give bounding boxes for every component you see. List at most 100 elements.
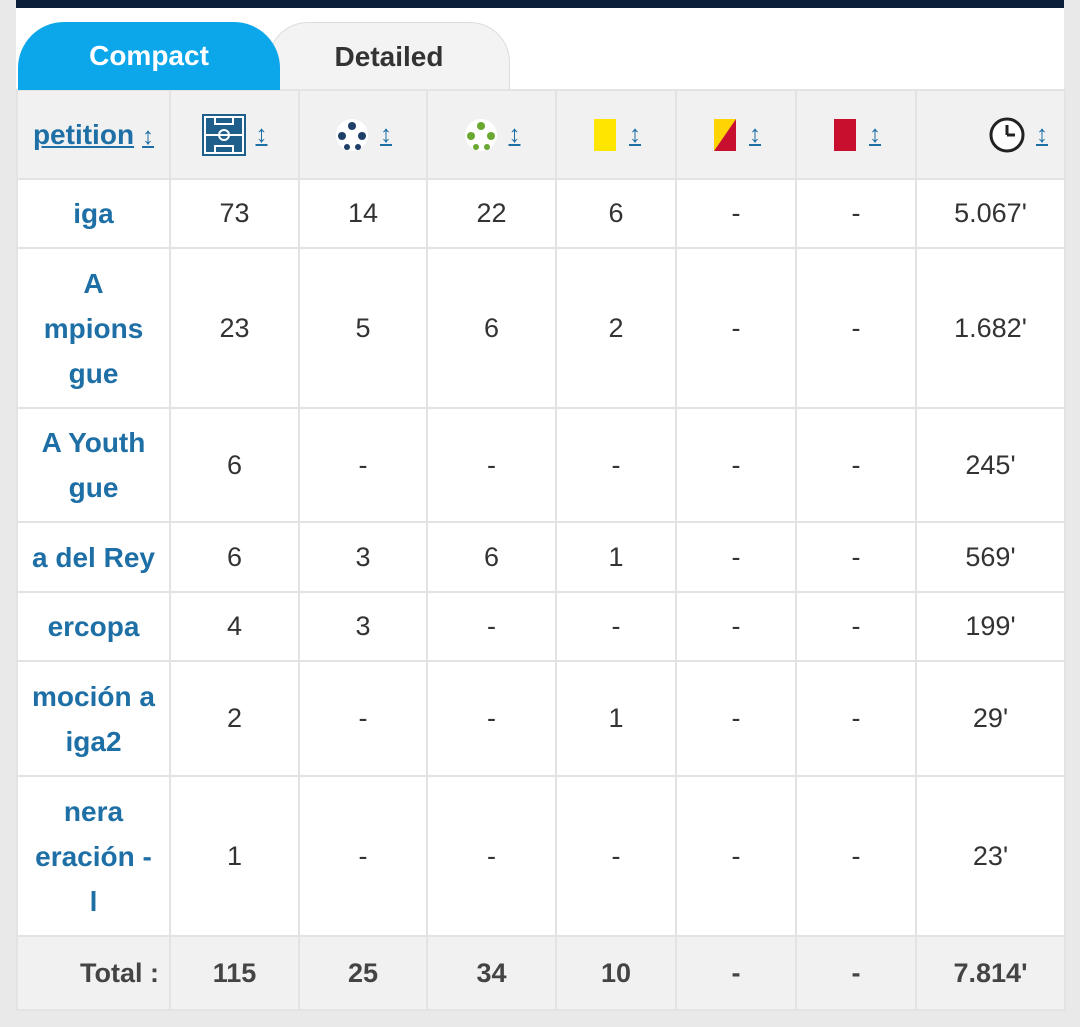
competition-header[interactable]: petition ↕ [16, 89, 171, 180]
sort-icon[interactable]: ↕ [869, 120, 881, 148]
performance-table: petition ↕ ↕ [16, 89, 1066, 1011]
yellowred-cell: - [675, 521, 797, 593]
total-label: Total : [16, 935, 171, 1011]
goal-ball-icon [336, 118, 368, 151]
red-card-icon [834, 118, 856, 151]
sort-icon[interactable]: ↕ [255, 120, 268, 148]
minutes-cell: 199' [915, 591, 1066, 662]
sort-icon[interactable]: ↕ [1036, 120, 1048, 148]
competition-cell: iga [16, 178, 171, 249]
assists-cell: 6 [426, 247, 557, 409]
yellow-red-cards-header[interactable]: ↕ [675, 89, 797, 180]
total-yellow: 10 [555, 935, 677, 1011]
yellowred-cell: - [675, 591, 797, 662]
minutes-cell: 569' [915, 521, 1066, 593]
competition-cell: A mpions gue [16, 247, 171, 409]
red-cell: - [795, 178, 917, 249]
table-row: a del Rey 6 3 6 1 - - 569' [16, 521, 1066, 593]
red-cell: - [795, 247, 917, 409]
tab-compact-label: Compact [89, 40, 209, 71]
red-cell: - [795, 660, 917, 777]
assists-cell: - [426, 660, 557, 777]
assists-cell: - [426, 775, 557, 937]
table-row: A Youth gue 6 - - - - - 245' [16, 407, 1066, 523]
yellow-cards-header[interactable]: ↕ [555, 89, 677, 180]
goals-cell: 14 [298, 178, 428, 249]
table-row: moción a iga2 2 - - 1 - - 29' [16, 660, 1066, 777]
goals-cell: - [298, 660, 428, 777]
yellow-cell: 1 [555, 521, 677, 593]
assists-cell: 6 [426, 521, 557, 593]
red-cards-header[interactable]: ↕ [795, 89, 917, 180]
red-cell: - [795, 521, 917, 593]
top-bar [16, 0, 1064, 8]
yellow-cell: 1 [555, 660, 677, 777]
competition-cell: moción a iga2 [16, 660, 171, 777]
apps-cell[interactable]: 1 [169, 775, 300, 937]
pitch-icon [201, 113, 246, 156]
minutes-cell: 5.067' [915, 178, 1066, 249]
apps-cell[interactable]: 73 [169, 178, 300, 249]
assists-cell: - [426, 591, 557, 662]
minutes-header[interactable]: ↕ [915, 89, 1066, 180]
clock-icon [989, 117, 1025, 152]
red-cell: - [795, 591, 917, 662]
competition-link[interactable]: ercopa [47, 611, 140, 642]
yellow-cell: - [555, 407, 677, 523]
minutes-cell: 23' [915, 775, 1066, 937]
competition-link[interactable]: A mpions gue [43, 267, 144, 389]
apps-cell[interactable]: 23 [169, 247, 300, 409]
total-goals: 25 [298, 935, 428, 1011]
total-red: - [795, 935, 917, 1011]
assists-cell: - [426, 407, 557, 523]
yellowred-cell: - [675, 247, 797, 409]
yellowred-cell: - [675, 775, 797, 937]
yellowred-cell: - [675, 407, 797, 523]
yellow-card-icon [594, 118, 616, 151]
competition-cell: a del Rey [16, 521, 171, 593]
total-apps: 115 [169, 935, 300, 1011]
competition-cell: ercopa [16, 591, 171, 662]
sort-icon[interactable]: ↕ [749, 120, 761, 148]
apps-cell[interactable]: 4 [169, 591, 300, 662]
yellowred-cell: - [675, 660, 797, 777]
table-header-row: petition ↕ ↕ [16, 89, 1066, 180]
total-assists: 34 [426, 935, 557, 1011]
competition-link[interactable]: A Youth gue [41, 427, 146, 503]
apps-cell[interactable]: 6 [169, 407, 300, 523]
goals-cell: 3 [298, 591, 428, 662]
assists-cell: 22 [426, 178, 557, 249]
goals-cell: 3 [298, 521, 428, 593]
competition-link[interactable]: moción a iga2 [32, 680, 155, 757]
assists-header[interactable]: ↕ [426, 89, 557, 180]
yellow-cell: 2 [555, 247, 677, 409]
goals-cell: 5 [298, 247, 428, 409]
apps-cell[interactable]: 6 [169, 521, 300, 593]
competition-link[interactable]: nera eración - l [35, 795, 152, 917]
competition-link[interactable]: a del Rey [32, 541, 155, 573]
total-yellowred: - [675, 935, 797, 1011]
red-cell: - [795, 407, 917, 523]
table-row: ercopa 4 3 - - - - 199' [16, 591, 1066, 662]
competition-cell: nera eración - l [16, 775, 171, 937]
assist-ball-icon [464, 118, 497, 151]
sort-icon[interactable]: ↕ [508, 120, 521, 148]
competition-cell: A Youth gue [16, 407, 171, 523]
goals-cell: - [298, 407, 428, 523]
competition-header-label[interactable]: petition [32, 118, 135, 150]
total-row: Total : 115 25 34 10 - - 7.814' [16, 935, 1066, 1011]
tab-compact[interactable]: Compact [18, 22, 280, 90]
red-cell: - [795, 775, 917, 937]
sort-icon[interactable]: ↕ [142, 122, 155, 150]
competition-link[interactable]: iga [73, 198, 114, 229]
minutes-cell: 245' [915, 407, 1066, 523]
tab-detailed[interactable]: Detailed [268, 22, 510, 91]
sort-icon[interactable]: ↕ [629, 120, 641, 148]
goals-header[interactable]: ↕ [298, 89, 428, 180]
yellow-cell: - [555, 775, 677, 937]
view-tabs: Detailed Compact [16, 8, 1064, 91]
sort-icon[interactable]: ↕ [380, 120, 392, 148]
appearances-header[interactable]: ↕ [169, 89, 300, 180]
goals-cell: - [298, 775, 428, 937]
apps-cell[interactable]: 2 [169, 660, 300, 777]
